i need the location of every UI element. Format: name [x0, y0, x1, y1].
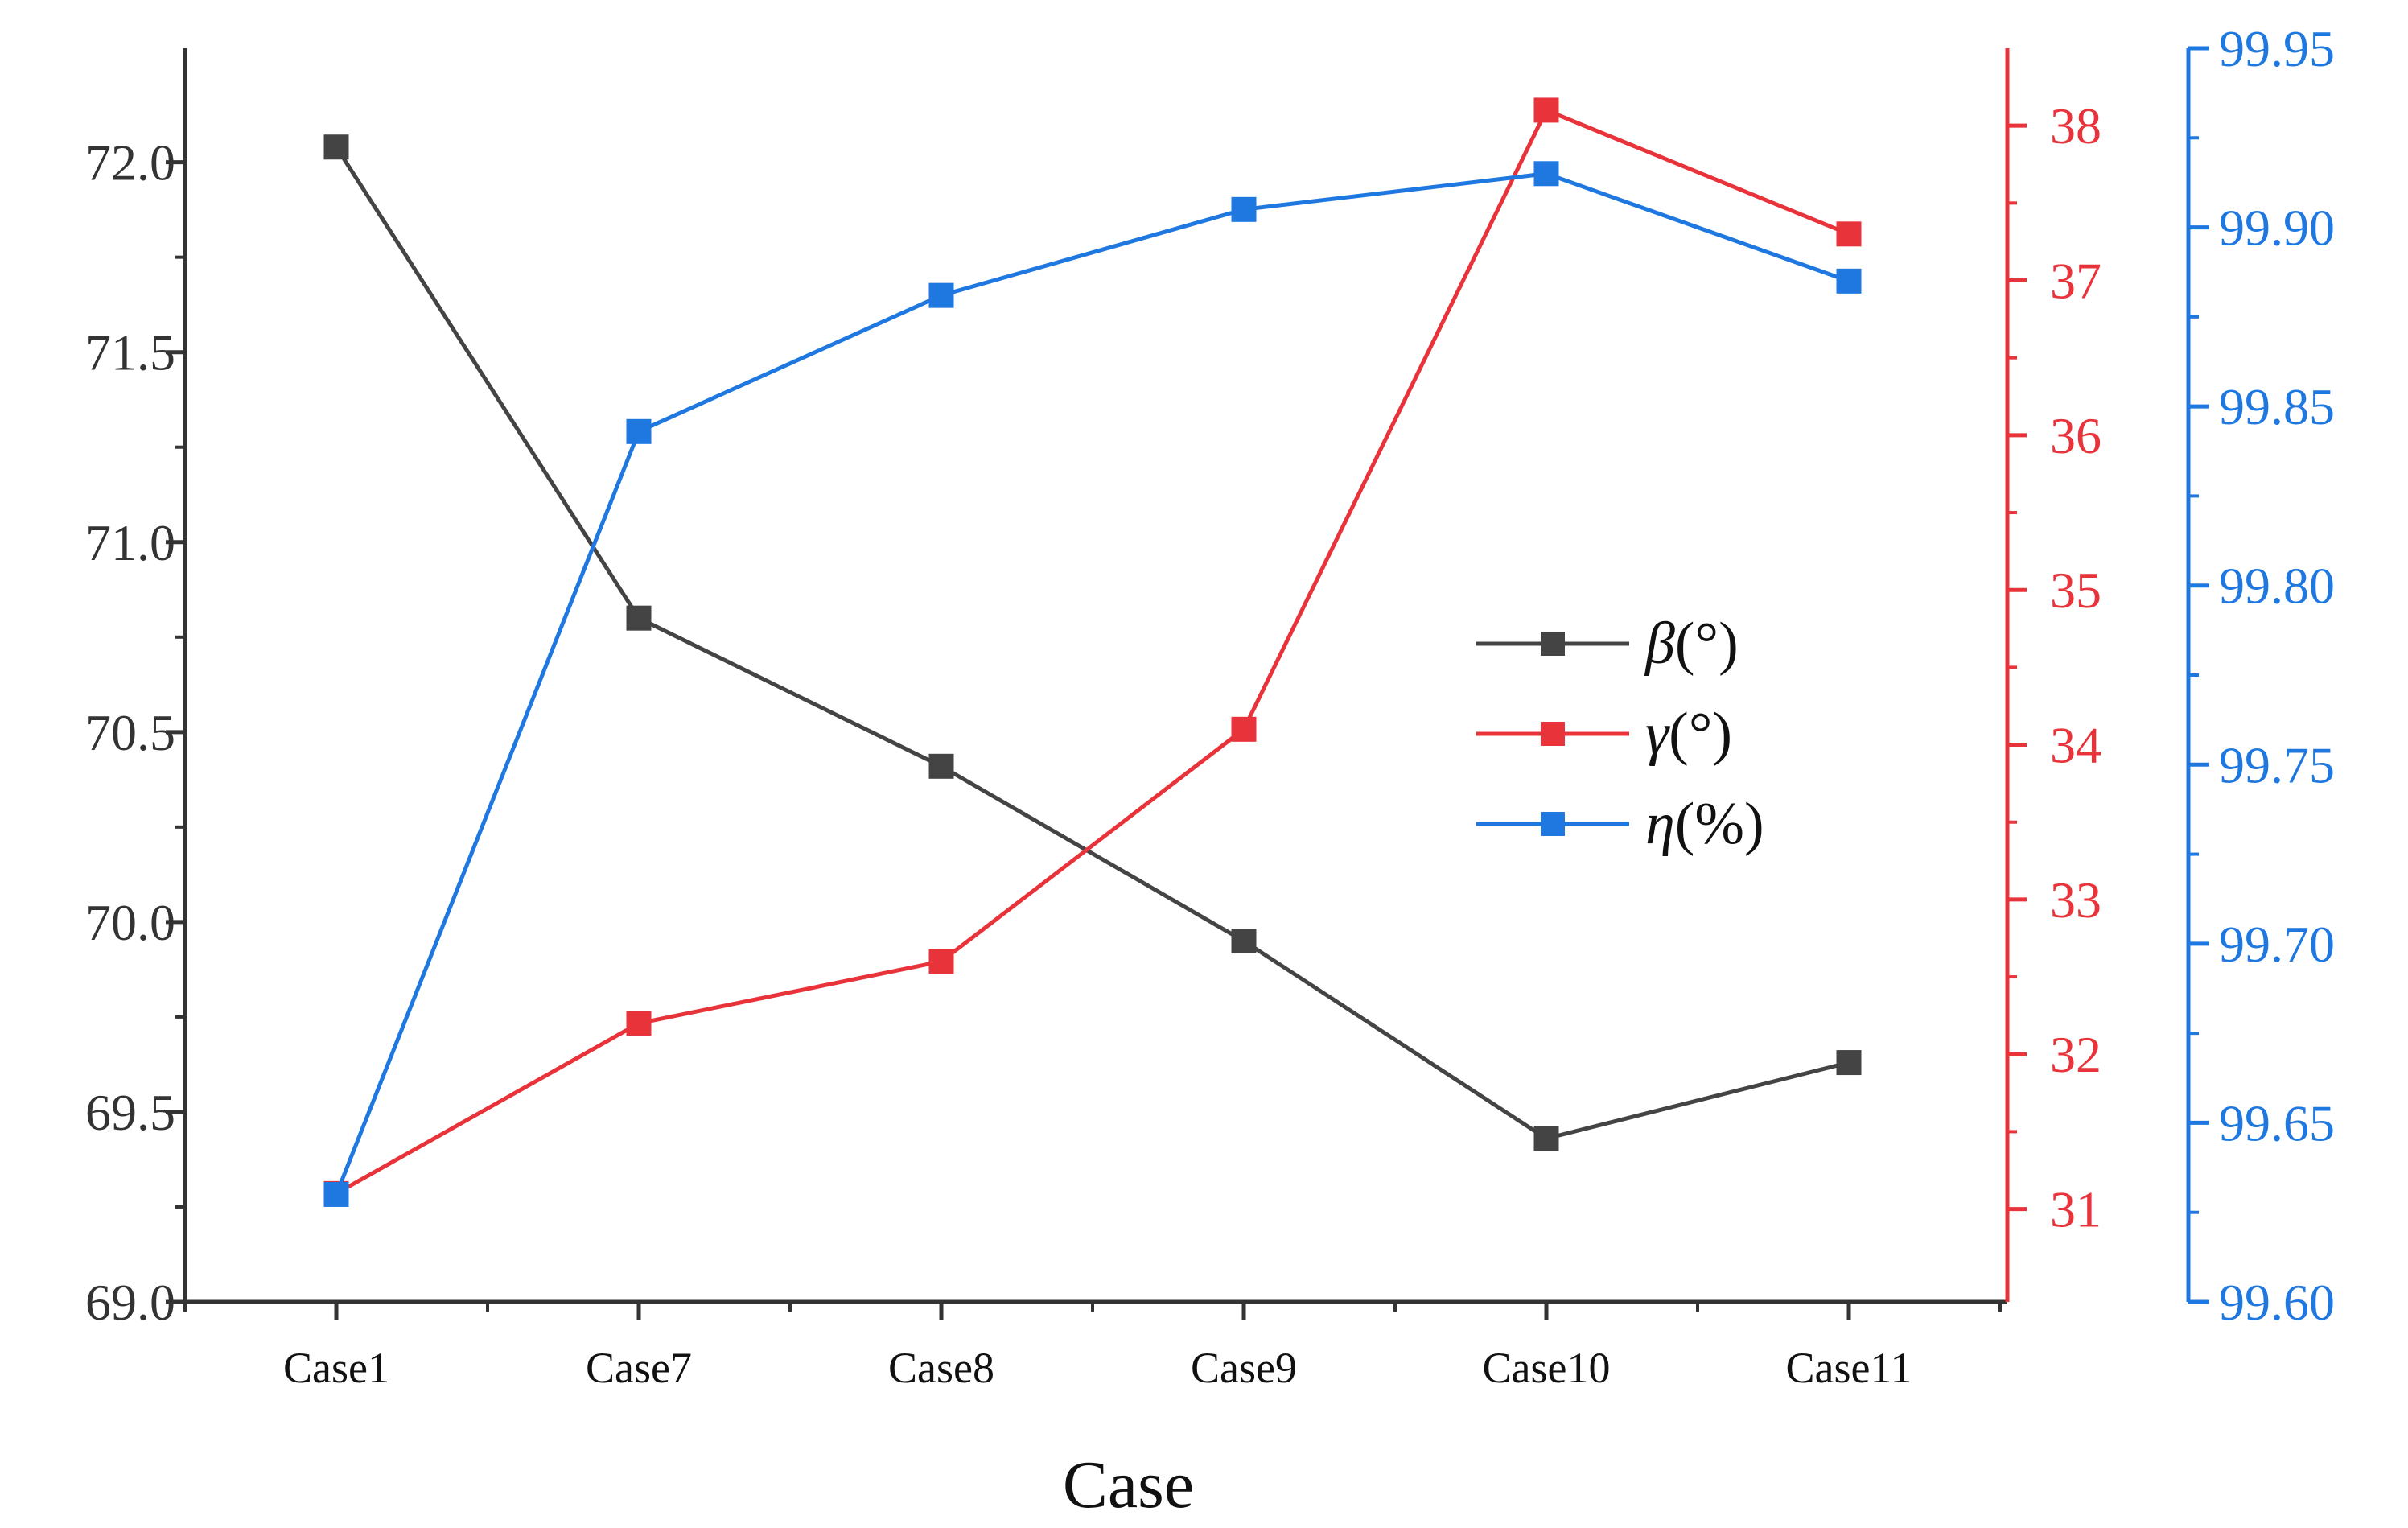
series-layer — [323, 97, 1862, 1207]
data-point — [626, 605, 652, 631]
middle-tick-label: 37 — [2050, 253, 2101, 310]
series-line — [335, 107, 1850, 1196]
legend-unit: (°) — [1669, 701, 1732, 767]
series-1 — [323, 134, 1862, 1151]
data-point — [626, 418, 652, 444]
legend-label: β(°) — [1644, 611, 1739, 677]
legend-item: η(%) — [1476, 791, 1764, 857]
legend-symbol: γ — [1645, 701, 1670, 767]
left-tick-label: 71.5 — [85, 324, 175, 381]
right-tick-label: 99.85 — [2219, 378, 2335, 435]
left-tick-label: 69.0 — [85, 1274, 175, 1331]
middle-tick-label: 38 — [2050, 97, 2101, 154]
data-point — [323, 1181, 349, 1207]
data-point — [626, 1011, 652, 1036]
left-tick-label: 71.0 — [85, 514, 175, 571]
left-tick-label: 70.5 — [85, 704, 175, 761]
middle-tick-label: 33 — [2050, 871, 2101, 929]
middle-tick-label: 32 — [2050, 1026, 2101, 1083]
x-tick-label: Case9 — [1191, 1344, 1297, 1392]
x-axis-title: Case — [1063, 1448, 1194, 1522]
series-line — [334, 171, 1850, 1196]
right-tick-label: 99.60 — [2219, 1274, 2335, 1331]
middle-tick-label: 31 — [2050, 1181, 2101, 1238]
data-point — [1231, 716, 1257, 742]
middle-tick-label: 34 — [2050, 717, 2101, 774]
x-tick-label: Case11 — [1786, 1344, 1912, 1392]
right-tick-label: 99.90 — [2219, 200, 2335, 257]
data-point — [1231, 928, 1257, 953]
series-3 — [323, 161, 1862, 1207]
legend-symbol: β — [1644, 611, 1675, 677]
x-tick-label: Case7 — [586, 1344, 692, 1392]
data-point — [1836, 1050, 1862, 1076]
legend-unit: (%) — [1675, 791, 1764, 857]
data-point — [928, 282, 954, 308]
data-point — [1533, 97, 1559, 123]
axes-layer: 69.0 69.5 70.0 70.5 71.0 71.5 72.0 31 32 33 34 35 36… — [85, 20, 2335, 1392]
data-point — [1836, 268, 1862, 294]
data-point — [1533, 161, 1559, 187]
legend-item: β(°) — [1476, 611, 1739, 677]
legend: β(°)γ(°)η(%) — [1476, 611, 1764, 857]
right-tick-label: 99.70 — [2219, 916, 2335, 973]
data-point — [323, 134, 349, 160]
series-line — [334, 146, 1850, 1141]
legend-item: γ(°) — [1476, 701, 1732, 767]
right-tick-label: 99.65 — [2219, 1094, 2335, 1151]
legend-label: η(%) — [1645, 791, 1764, 857]
data-point — [1836, 221, 1862, 247]
legend-marker — [1541, 812, 1565, 836]
right-tick-label: 99.80 — [2219, 558, 2335, 615]
left-tick-label: 72.0 — [85, 134, 175, 192]
series-2 — [323, 97, 1862, 1206]
legend-marker — [1541, 632, 1565, 656]
left-tick-label: 69.5 — [85, 1084, 175, 1141]
x-tick-label: Case8 — [888, 1344, 994, 1392]
x-tick-label: Case1 — [283, 1344, 389, 1392]
legend-marker — [1541, 722, 1565, 746]
data-point — [928, 949, 954, 974]
middle-tick-label: 36 — [2050, 407, 2101, 464]
data-point — [1533, 1126, 1559, 1151]
legend-symbol: η — [1645, 791, 1675, 857]
right-tick-label: 99.95 — [2219, 20, 2335, 77]
left-tick-label: 70.0 — [85, 894, 175, 951]
legend-label: γ(°) — [1645, 701, 1732, 767]
data-point — [1231, 196, 1257, 222]
x-tick-label: Case10 — [1483, 1344, 1611, 1392]
data-point — [928, 753, 954, 779]
right-tick-label: 99.75 — [2219, 736, 2335, 793]
legend-unit: (°) — [1675, 611, 1739, 677]
middle-tick-label: 35 — [2050, 562, 2101, 619]
